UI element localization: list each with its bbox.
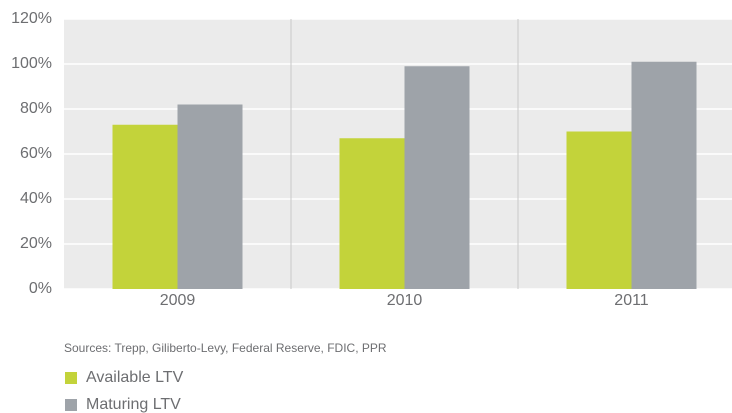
legend-label: Available LTV bbox=[86, 369, 184, 386]
x-tick-label: 2010 bbox=[387, 292, 423, 309]
y-tick-label: 40% bbox=[20, 190, 52, 207]
y-tick-label: 20% bbox=[20, 235, 52, 252]
bar bbox=[112, 124, 178, 289]
bar bbox=[404, 66, 470, 289]
legend-swatch bbox=[65, 399, 77, 411]
source-note: Sources: Trepp, Giliberto-Levy, Federal … bbox=[64, 341, 387, 355]
bar bbox=[177, 104, 243, 289]
x-tick-label: 2009 bbox=[160, 292, 196, 309]
y-tick-label: 0% bbox=[29, 280, 52, 297]
legend-swatch bbox=[65, 372, 77, 384]
bar bbox=[631, 61, 697, 289]
bar bbox=[566, 131, 632, 289]
y-tick-label: 60% bbox=[20, 145, 52, 162]
y-tick-label: 80% bbox=[20, 100, 52, 117]
bar bbox=[339, 138, 405, 289]
legend-label: Maturing LTV bbox=[86, 396, 181, 413]
y-tick-label: 100% bbox=[11, 55, 52, 72]
y-tick-label: 120% bbox=[11, 10, 52, 27]
x-tick-label: 2011 bbox=[614, 292, 649, 309]
